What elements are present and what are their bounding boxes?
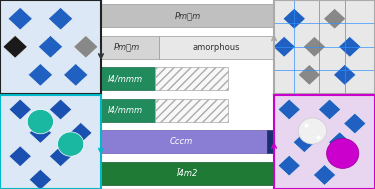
Text: I4/mmm: I4/mmm (108, 74, 143, 83)
Bar (159, 36, 274, 59)
Polygon shape (278, 155, 300, 176)
Polygon shape (70, 123, 92, 143)
Polygon shape (50, 99, 72, 120)
Bar (101, 99, 154, 122)
Polygon shape (74, 36, 98, 58)
Polygon shape (50, 146, 72, 167)
Text: Pm㎣m: Pm㎣m (174, 11, 201, 20)
Polygon shape (328, 132, 351, 153)
Text: amorphous: amorphous (193, 43, 240, 52)
Polygon shape (64, 64, 88, 86)
Polygon shape (339, 36, 361, 57)
Text: Ī4m2: Ī4m2 (177, 169, 198, 178)
Polygon shape (48, 8, 73, 30)
Polygon shape (29, 169, 51, 189)
Polygon shape (283, 9, 305, 29)
Polygon shape (8, 8, 32, 30)
Polygon shape (298, 65, 321, 85)
Circle shape (57, 132, 84, 156)
Polygon shape (344, 113, 366, 134)
Bar (154, 99, 228, 122)
Polygon shape (314, 165, 336, 185)
Polygon shape (318, 99, 340, 120)
Polygon shape (38, 36, 63, 58)
Text: Pm㎣m: Pm㎣m (114, 43, 140, 52)
Polygon shape (28, 64, 53, 86)
Polygon shape (278, 99, 300, 120)
Text: I4/mmm: I4/mmm (108, 106, 143, 115)
Polygon shape (334, 65, 356, 85)
Polygon shape (273, 36, 295, 57)
Polygon shape (303, 36, 326, 57)
Polygon shape (9, 99, 31, 120)
Bar (267, 130, 274, 153)
Polygon shape (324, 9, 346, 29)
Polygon shape (9, 146, 31, 167)
Bar (101, 162, 274, 185)
Bar (101, 130, 267, 153)
Circle shape (298, 118, 327, 144)
Circle shape (327, 139, 359, 168)
Bar (101, 67, 154, 90)
Polygon shape (3, 36, 27, 58)
Polygon shape (29, 123, 51, 143)
Text: Cccm: Cccm (170, 137, 194, 146)
Polygon shape (293, 132, 315, 153)
Circle shape (27, 109, 54, 134)
Bar (101, 4, 274, 27)
Bar (154, 67, 228, 90)
Bar (101, 36, 159, 59)
